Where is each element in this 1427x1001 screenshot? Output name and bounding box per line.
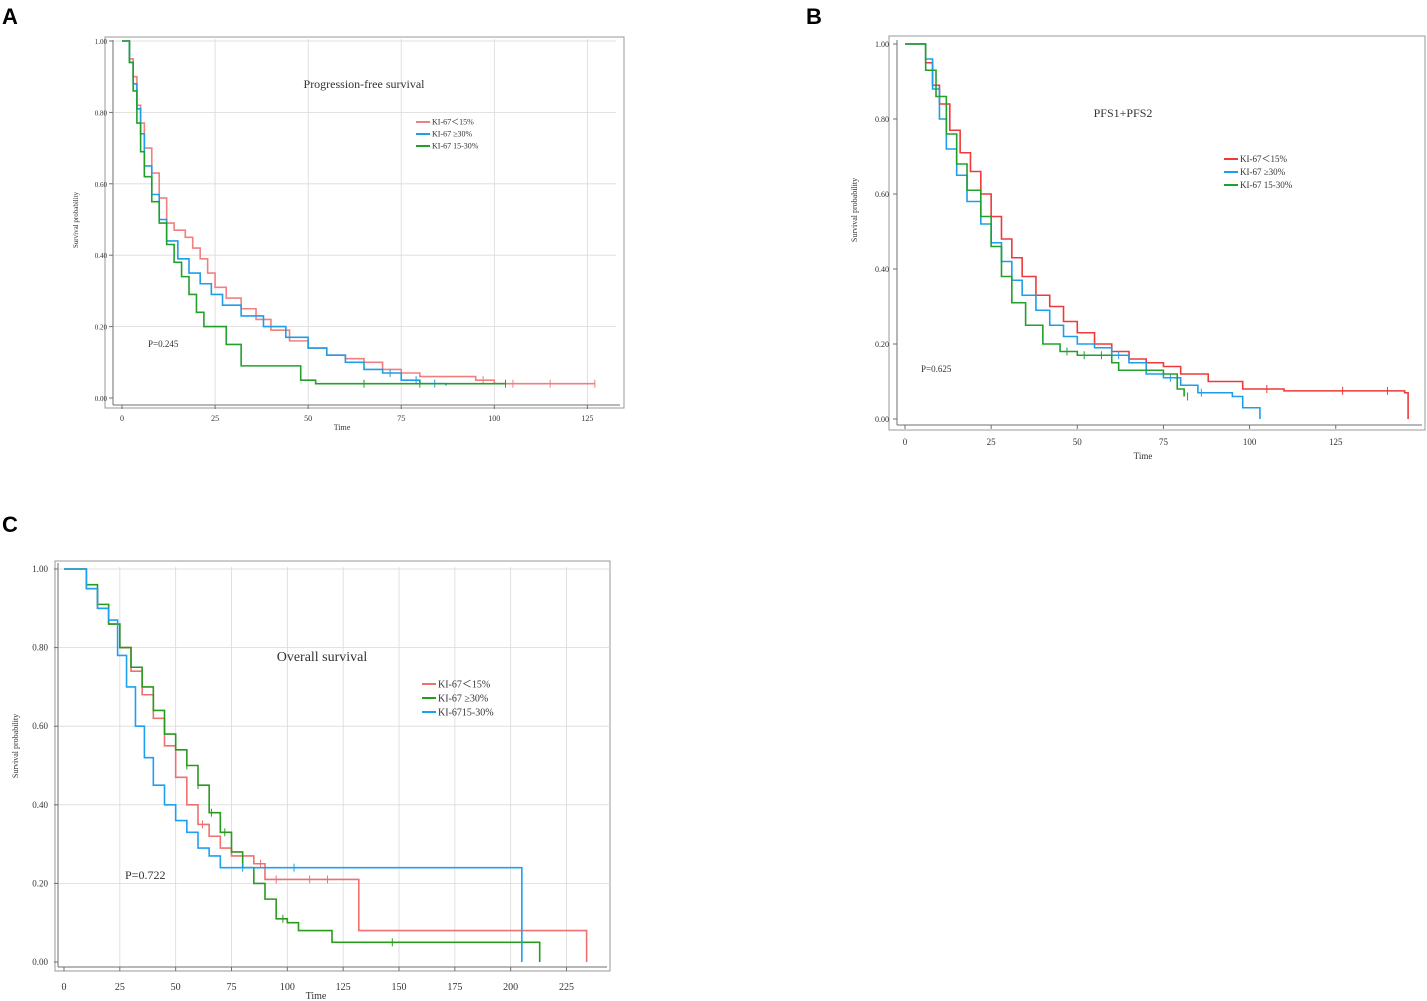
chart-title: Overall survival bbox=[277, 650, 368, 665]
km-curve-series-2 bbox=[905, 43, 1261, 419]
y-tick-label: 0.00 bbox=[32, 957, 48, 967]
y-tick-label: 1.00 bbox=[32, 564, 48, 574]
chart-progression-free-survival: 0 25 50 75 100 125 0.00 0.20 0.40 0.60 0.80 1.00 Pr… bbox=[72, 36, 625, 432]
x-tick-label: 100 bbox=[488, 414, 500, 423]
chart-frame bbox=[104, 36, 625, 409]
km-curve-series-1 bbox=[905, 43, 1409, 419]
y-tick-label: 0.60 bbox=[95, 181, 108, 189]
panel-letter-c: C bbox=[2, 512, 18, 537]
x-tick-label: 100 bbox=[280, 982, 295, 993]
km-curve-series-1 bbox=[122, 40, 595, 385]
p-value-annotation: P=0.722 bbox=[125, 868, 165, 882]
km-curve-series-3 bbox=[122, 40, 506, 385]
legend-entry: KI-67＜15% bbox=[438, 679, 490, 690]
x-axis-label: Time bbox=[1134, 451, 1153, 461]
y-tick-label: 0.80 bbox=[875, 115, 889, 124]
p-value-annotation: P=0.245 bbox=[148, 339, 179, 349]
x-tick-label: 25 bbox=[115, 982, 125, 993]
x-tick-label: 125 bbox=[1329, 437, 1343, 447]
x-axis-label: Time bbox=[306, 991, 327, 1001]
chart-frame bbox=[54, 560, 611, 972]
x-tick-label: 200 bbox=[503, 982, 518, 993]
chart-frame bbox=[888, 35, 1426, 431]
x-tick-label: 75 bbox=[397, 414, 405, 423]
x-tick-label: 50 bbox=[1073, 437, 1083, 447]
legend-entry: KI-67＜15% bbox=[432, 118, 474, 127]
x-tick-label: 150 bbox=[392, 982, 407, 993]
legend-entry: KI-67 15-30% bbox=[432, 142, 479, 151]
legend-entry: KI-67 ≥30% bbox=[438, 693, 488, 704]
panel-letter-a: A bbox=[2, 4, 18, 29]
y-tick-label: 1.00 bbox=[875, 40, 889, 49]
y-tick-label: 0.60 bbox=[32, 721, 48, 731]
y-tick-label: 0.40 bbox=[32, 800, 48, 810]
x-tick-label: 225 bbox=[559, 982, 574, 993]
x-tick-label: 50 bbox=[171, 982, 181, 993]
panel-letter-b: B bbox=[806, 4, 822, 29]
chart-pfs1-pfs2: 0 25 50 75 100 125 0.00 0.20 0.40 0.60 0.80 1.00 PF… bbox=[850, 35, 1426, 461]
legend-entry: KI-67 ≥30% bbox=[432, 130, 472, 139]
x-tick-label: 75 bbox=[1159, 437, 1169, 447]
legend-entry: KI-67＜15% bbox=[1240, 154, 1287, 164]
y-tick-label: 0.20 bbox=[32, 878, 48, 888]
x-tick-label: 100 bbox=[1243, 437, 1257, 447]
y-tick-label: 0.00 bbox=[95, 395, 108, 403]
y-axis-label: Survival probability bbox=[72, 191, 80, 248]
x-axis-label: Time bbox=[334, 423, 351, 432]
y-tick-label: 0.40 bbox=[875, 265, 889, 274]
km-curve-series-3 bbox=[905, 43, 1185, 397]
x-tick-label: 25 bbox=[987, 437, 997, 447]
x-tick-label: 0 bbox=[903, 437, 908, 447]
chart-title: Progression-free survival bbox=[304, 77, 426, 91]
x-tick-label: 125 bbox=[581, 414, 593, 423]
y-tick-label: 0.20 bbox=[95, 324, 108, 332]
legend-entry: KI-67 ≥30% bbox=[1240, 167, 1286, 177]
y-axis-label: Survival probability bbox=[11, 714, 20, 778]
x-tick-label: 125 bbox=[336, 982, 351, 993]
x-tick-label: 25 bbox=[211, 414, 219, 423]
y-axis-label: Survival probability bbox=[850, 178, 859, 242]
y-tick-label: 0.80 bbox=[32, 643, 48, 653]
x-tick-label: 75 bbox=[227, 982, 237, 993]
x-tick-label: 50 bbox=[304, 414, 312, 423]
chart-title: PFS1+PFS2 bbox=[1094, 106, 1153, 120]
x-tick-label: 175 bbox=[447, 982, 462, 993]
legend-entry: KI-67 15-30% bbox=[1240, 180, 1293, 190]
km-curve-series-1 bbox=[64, 568, 588, 962]
legend-entry: KI-6715-30% bbox=[438, 707, 494, 718]
km-curve-series-2 bbox=[122, 40, 447, 386]
y-tick-label: 0.40 bbox=[95, 252, 108, 260]
y-tick-label: 0.00 bbox=[875, 415, 889, 424]
km-curve-series-3 bbox=[64, 568, 523, 962]
y-tick-label: 1.00 bbox=[95, 38, 108, 46]
p-value-annotation: P=0.625 bbox=[921, 364, 952, 374]
x-tick-label: 0 bbox=[62, 982, 67, 993]
y-tick-label: 0.20 bbox=[875, 340, 889, 349]
chart-overall-survival: 0 25 50 75 100 125 150 175 200 225 0.00 0.20 0.40 0.6… bbox=[11, 560, 611, 1001]
km-curve-series-2 bbox=[64, 568, 541, 962]
x-tick-label: 0 bbox=[120, 414, 124, 423]
y-tick-label: 0.60 bbox=[875, 190, 889, 199]
y-tick-label: 0.80 bbox=[95, 109, 108, 117]
